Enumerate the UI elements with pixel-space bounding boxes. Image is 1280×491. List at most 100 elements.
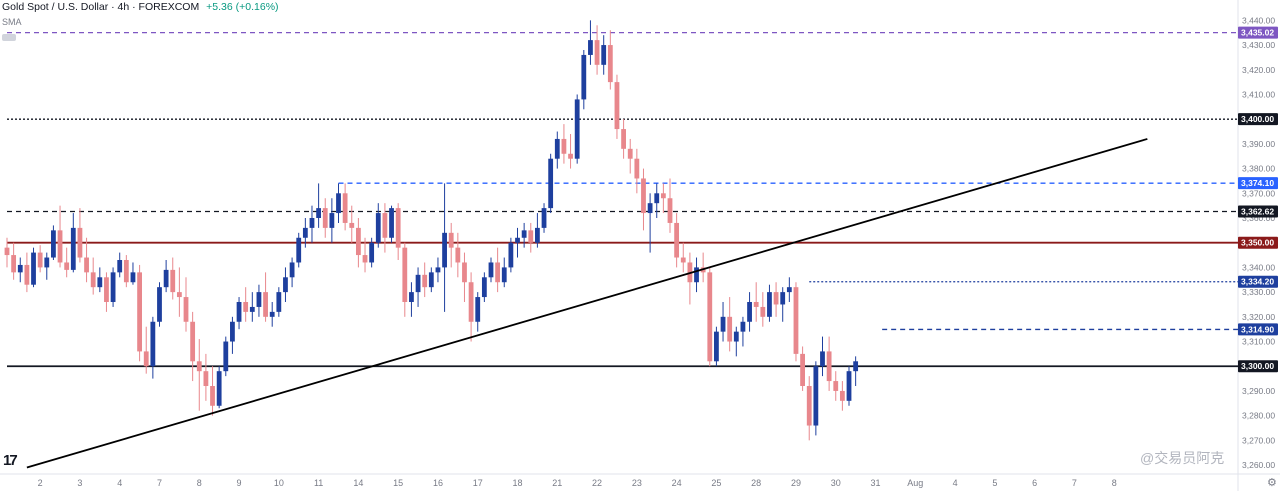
candle-body[interactable] [800, 353, 805, 386]
candle-body[interactable] [442, 232, 447, 268]
candle-body[interactable] [820, 351, 825, 367]
candle-body[interactable] [243, 302, 249, 312]
candle-body[interactable] [660, 193, 666, 199]
candle-body[interactable] [806, 386, 812, 426]
candle-body[interactable] [627, 148, 633, 159]
candle-body[interactable] [336, 193, 341, 214]
candle-body[interactable] [104, 277, 109, 302]
candle-body[interactable] [316, 208, 322, 218]
candle-body[interactable] [462, 262, 467, 283]
candle-body[interactable] [481, 277, 487, 298]
candle-body[interactable] [77, 227, 83, 258]
candle-body[interactable] [64, 262, 70, 270]
candle-body[interactable] [369, 242, 375, 263]
candle-body[interactable] [289, 262, 295, 278]
candle-body[interactable] [488, 262, 494, 278]
candle-body[interactable] [813, 366, 819, 426]
candle-body[interactable] [773, 292, 779, 305]
candle-body[interactable] [329, 213, 335, 228]
candle-body[interactable] [574, 99, 580, 159]
candle-body[interactable] [641, 178, 646, 214]
candle-body[interactable] [707, 272, 713, 362]
candle-body[interactable] [90, 272, 96, 288]
candle-body[interactable] [455, 247, 461, 263]
candle-body[interactable] [157, 287, 162, 322]
candle-body[interactable] [11, 255, 17, 273]
candle-body[interactable] [839, 390, 845, 401]
candle-body[interactable] [37, 252, 43, 268]
candle-body[interactable] [508, 242, 514, 268]
candle-body[interactable] [249, 306, 255, 312]
candle-body[interactable] [528, 230, 534, 243]
candle-body[interactable] [621, 129, 626, 149]
candle-body[interactable] [515, 237, 520, 243]
candle-body[interactable] [236, 302, 242, 322]
candle-body[interactable] [176, 292, 182, 298]
candle-body[interactable] [230, 321, 235, 342]
candle-body[interactable] [581, 54, 587, 100]
candle-body[interactable] [84, 257, 89, 273]
candle-body[interactable] [44, 257, 50, 268]
candle-body[interactable] [190, 321, 196, 362]
candle-body[interactable] [548, 158, 554, 209]
candle-body[interactable] [130, 272, 136, 283]
candle-body[interactable] [428, 272, 434, 288]
candle-body[interactable] [521, 230, 527, 238]
symbol-header[interactable]: Gold Spot / U.S. Dollar · 4h · FOREXCOM … [2, 1, 279, 13]
candle-body[interactable] [196, 361, 202, 372]
candle-body[interactable] [541, 208, 547, 228]
candle-body[interactable] [667, 198, 673, 223]
candle-body[interactable] [767, 292, 772, 317]
candle-body[interactable] [143, 351, 149, 367]
candle-body[interactable] [415, 274, 421, 293]
candle-body[interactable] [256, 292, 262, 307]
candle-body[interactable] [342, 193, 348, 223]
candle-body[interactable] [733, 331, 739, 342]
candle-body[interactable] [468, 282, 474, 322]
candle-body[interactable] [853, 361, 859, 372]
candle-body[interactable] [614, 82, 620, 130]
candle-body[interactable] [31, 252, 36, 285]
candle-body[interactable] [123, 260, 129, 283]
candle-body[interactable] [322, 208, 328, 228]
candle-body[interactable] [283, 277, 288, 293]
candle-body[interactable] [296, 237, 302, 263]
candle-body[interactable] [753, 302, 759, 307]
candle-body[interactable] [97, 277, 103, 288]
candle-body[interactable] [435, 267, 441, 273]
candle-body[interactable] [70, 227, 76, 270]
candle-body[interactable] [588, 40, 593, 55]
candle-body[interactable] [17, 264, 23, 273]
candle-body[interactable] [4, 247, 10, 256]
candle-body[interactable] [422, 274, 428, 288]
candle-body[interactable] [402, 247, 408, 302]
eye-icon[interactable] [2, 34, 16, 41]
candle-body[interactable] [24, 264, 30, 285]
candle-body[interactable] [846, 371, 852, 401]
candle-body[interactable] [309, 218, 315, 228]
candle-body[interactable] [117, 260, 123, 273]
candle-body[interactable] [375, 213, 381, 243]
candle-body[interactable] [276, 292, 282, 312]
candle-body[interactable] [110, 272, 116, 302]
candle-body[interactable] [786, 287, 792, 293]
candle-body[interactable] [223, 341, 229, 372]
candle-body[interactable] [714, 331, 719, 362]
candle-body[interactable] [448, 232, 454, 248]
candle-body[interactable] [269, 311, 275, 317]
candle-body[interactable] [535, 227, 540, 243]
candle-body[interactable] [780, 292, 786, 305]
candle-body[interactable] [183, 297, 189, 322]
candle-body[interactable] [760, 306, 766, 317]
candle-body[interactable] [302, 227, 308, 238]
candle-body[interactable] [793, 287, 799, 354]
candle-body[interactable] [561, 138, 567, 154]
candle-body[interactable] [727, 316, 733, 342]
candle-body[interactable] [150, 321, 156, 367]
candle-body[interactable] [554, 138, 560, 159]
candle-body[interactable] [747, 302, 752, 322]
candle-body[interactable] [475, 297, 481, 322]
indicator-label[interactable]: SMA [2, 17, 22, 27]
candle-body[interactable] [263, 292, 268, 317]
